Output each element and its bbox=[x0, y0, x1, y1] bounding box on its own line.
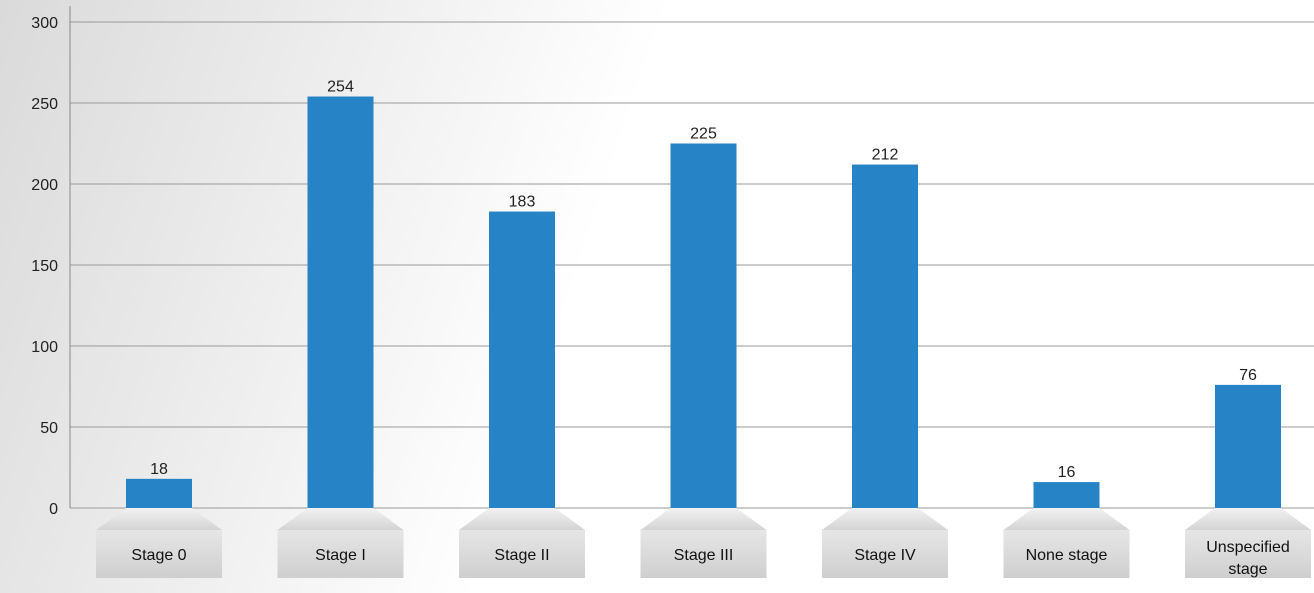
category-label-connector bbox=[277, 508, 404, 530]
category-labels: Stage 0 Stage I Stage II Stage III Stage IV N… bbox=[96, 508, 1311, 578]
y-tick-label: 0 bbox=[49, 501, 58, 518]
category-label-connector bbox=[1003, 508, 1130, 530]
category-label: Unspecified stage bbox=[1206, 539, 1290, 578]
category-label-connector bbox=[640, 508, 767, 530]
category-label: Stage 0 bbox=[131, 547, 186, 564]
bar-value-label: 183 bbox=[509, 194, 536, 211]
category-label-box bbox=[640, 530, 767, 578]
y-tick-label: 100 bbox=[31, 339, 58, 356]
bar bbox=[852, 164, 918, 508]
category-label-box bbox=[822, 530, 948, 578]
bar bbox=[126, 478, 192, 508]
y-tick-label: 250 bbox=[31, 96, 58, 113]
category-label-box bbox=[459, 530, 585, 578]
category-label-connector bbox=[96, 508, 222, 530]
bar bbox=[1033, 482, 1100, 508]
category-label: Stage IV bbox=[854, 547, 916, 564]
category-label-box bbox=[96, 530, 222, 578]
bar-value-label: 76 bbox=[1239, 367, 1257, 384]
category-label-box bbox=[277, 530, 404, 578]
bar-value-label: 16 bbox=[1058, 464, 1076, 481]
bar bbox=[670, 143, 737, 508]
category-label-connector bbox=[822, 508, 948, 530]
bar-value-label: 212 bbox=[872, 147, 899, 164]
category-label-box bbox=[1003, 530, 1130, 578]
y-tick-label: 300 bbox=[31, 15, 58, 32]
category-label-connector bbox=[1185, 508, 1311, 530]
bar bbox=[307, 96, 374, 509]
y-tick-label: 200 bbox=[31, 177, 58, 194]
y-tick-label: 50 bbox=[40, 420, 58, 437]
bar-value-label: 225 bbox=[690, 126, 717, 143]
bars bbox=[126, 96, 1281, 509]
y-axis: 0 50 100 150 200 250 300 bbox=[31, 6, 71, 518]
category-label: None stage bbox=[1026, 547, 1108, 564]
category-label: Stage I bbox=[315, 547, 366, 564]
category-label-box bbox=[1185, 530, 1311, 578]
bar bbox=[1215, 384, 1281, 508]
bar-value-label: 254 bbox=[327, 79, 354, 96]
category-label-connector bbox=[459, 508, 585, 530]
y-tick-label: 150 bbox=[31, 258, 58, 275]
bar bbox=[489, 211, 555, 509]
category-label: Stage III bbox=[674, 547, 734, 564]
category-label: Stage II bbox=[494, 547, 549, 564]
bar-value-label: 18 bbox=[150, 461, 168, 478]
data-labels: 18 254 183 225 212 16 76 bbox=[150, 79, 1257, 482]
